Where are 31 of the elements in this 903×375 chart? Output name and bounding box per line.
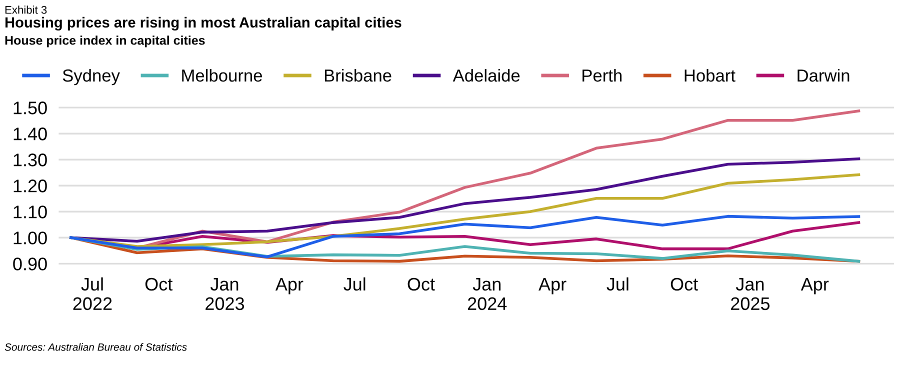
x-tick-label: Jan 2023 (206, 278, 244, 310)
y-tick-label: 1.10 (14, 206, 47, 218)
text: Exhibit 3 (5, 6, 47, 14)
legend-label: Perth (582, 68, 622, 82)
x-tick-label: Apr (538, 278, 566, 294)
legend-label: Darwin (798, 68, 850, 82)
x-tick-label: Apr (275, 278, 304, 294)
source-note: Sources: Australian Bureau of Statistics (4, 343, 187, 351)
legend-label: Sydney (62, 68, 120, 86)
x-tick-label: Jan 2025 (731, 278, 770, 310)
legend-label: Brisbane (324, 68, 392, 82)
x-tick-label: Oct (670, 278, 698, 291)
y-tick-label: 0.90 (13, 258, 47, 270)
x-tick-label: Apr (800, 278, 829, 294)
x-tick-label: Jul (344, 277, 366, 291)
legend-label: Adelaide (452, 68, 520, 82)
chart-title: Housing prices are rising in most Australian capital cities (5, 16, 402, 31)
line-series (70, 214, 860, 258)
y-tick-label: 1.30 (14, 154, 47, 166)
x-tick-label: Oct (408, 278, 435, 291)
chart-subtitle: House price index in capital cities (5, 36, 205, 48)
x-tick-label: Jul (606, 277, 628, 291)
x-tick-label: Jul 2022 (73, 277, 112, 310)
x-tick-label: Jan 2024 (468, 278, 507, 310)
legend-label: Melbourne (182, 68, 262, 82)
x-tick-label: Oct (145, 278, 173, 291)
y-tick-label: 1.00 (14, 232, 47, 244)
y-tick-label: 1.50 (14, 102, 47, 114)
y-tick-label: 1.20 (14, 180, 47, 192)
y-tick-label: 1.40 (14, 128, 47, 140)
legend-label: Hobart (684, 68, 736, 82)
